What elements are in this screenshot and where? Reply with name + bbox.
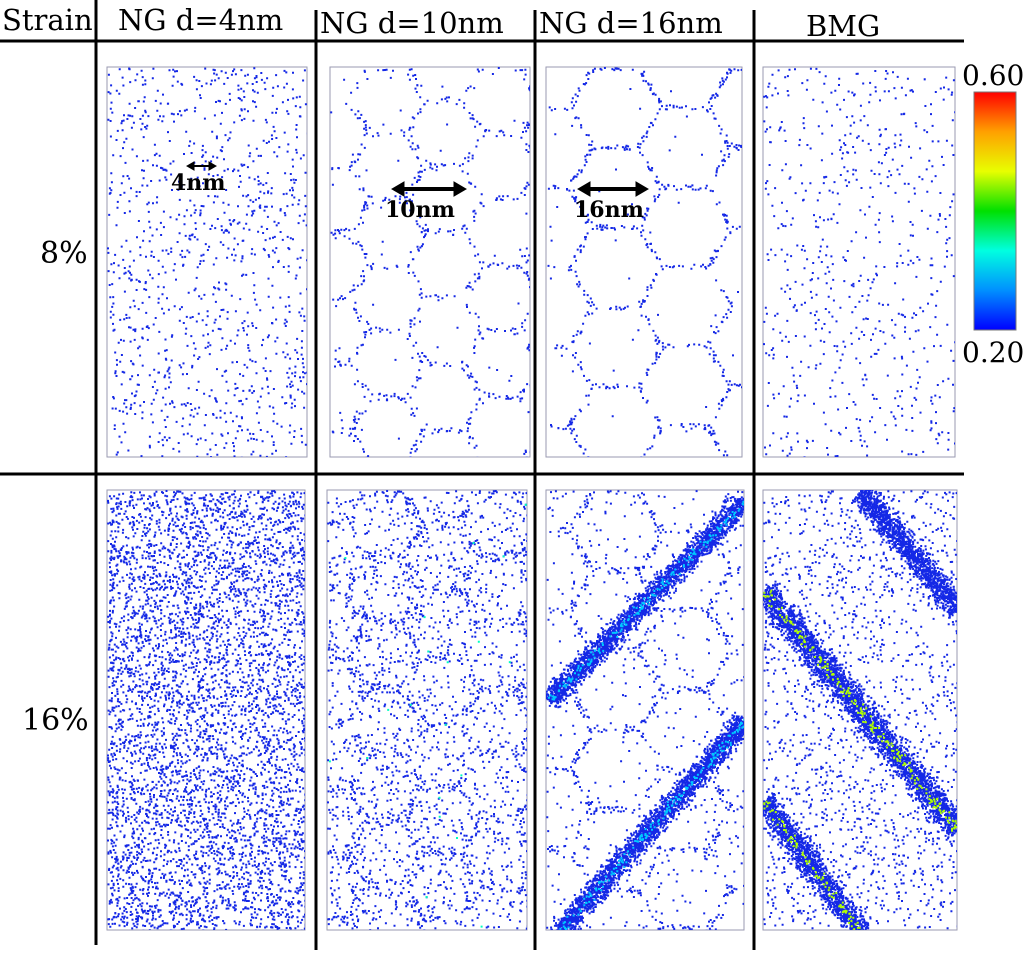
colorbar — [973, 91, 1017, 331]
col-header-ng16: NG d=16nm — [539, 6, 723, 40]
atoms-panel-16-ng16 — [546, 490, 744, 930]
atoms-panel-16-ng4 — [107, 490, 305, 930]
scale-arrow-16nm — [577, 181, 649, 197]
row-label-8: 8% — [40, 236, 88, 271]
scale-label-4nm: 4nm — [171, 170, 226, 196]
row-label-16: 16% — [22, 703, 89, 738]
panel-frames — [106, 66, 958, 931]
scale-label-16nm: 16nm — [574, 197, 644, 223]
atoms-panel-8-ng4 — [107, 67, 307, 457]
strain-header: Strain — [2, 3, 93, 37]
table-grid — [0, 0, 964, 950]
col-header-bmg: BMG — [806, 9, 880, 43]
scale-arrow-4nm — [185, 161, 218, 171]
panel-frame-8-ng4 — [106, 66, 308, 458]
scale-label-10nm: 10nm — [385, 197, 455, 223]
colorbar-min-label: 0.20 — [962, 336, 1024, 369]
panel-frame-8-bmg — [762, 66, 956, 458]
col-header-ng4: NG d=4nm — [118, 3, 283, 37]
panel-frame-16-ng16 — [545, 489, 745, 931]
atoms-panel-8-bmg — [763, 67, 955, 457]
colorbar-max-label: 0.60 — [962, 59, 1024, 92]
atoms-panel-8-ng16 — [547, 67, 742, 457]
scale-arrow-10nm — [391, 181, 467, 197]
atoms-panel-16-bmg — [763, 490, 957, 930]
panel-frame-8-ng16 — [545, 66, 743, 458]
panel-frame-8-ng10 — [329, 66, 531, 458]
col-header-ng10: NG d=10nm — [320, 6, 504, 40]
atoms-panel-16-ng10 — [327, 490, 527, 930]
atoms-panel-8-ng10 — [330, 67, 530, 457]
